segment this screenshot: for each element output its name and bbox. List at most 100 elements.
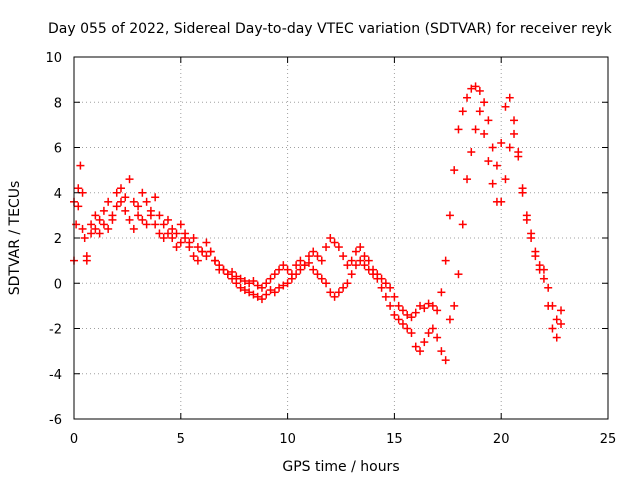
data-point bbox=[428, 324, 437, 333]
data-point bbox=[138, 188, 147, 197]
data-point bbox=[76, 161, 85, 170]
data-point bbox=[181, 234, 190, 242]
data-point bbox=[441, 356, 450, 365]
data-point bbox=[373, 274, 382, 283]
data-point bbox=[407, 329, 416, 338]
data-point bbox=[232, 272, 241, 281]
data-point bbox=[450, 166, 459, 175]
data-point bbox=[454, 125, 463, 134]
data-point bbox=[394, 301, 403, 310]
data-point bbox=[104, 224, 113, 233]
data-point bbox=[467, 148, 476, 157]
x-tick-label: 20 bbox=[493, 432, 510, 447]
data-point bbox=[304, 252, 313, 261]
data-point bbox=[95, 229, 104, 238]
data-point bbox=[245, 279, 254, 288]
data-point bbox=[510, 129, 519, 138]
data-point bbox=[398, 306, 407, 315]
data-point bbox=[176, 220, 185, 229]
data-point bbox=[484, 157, 493, 166]
data-point bbox=[240, 276, 249, 285]
data-point bbox=[522, 215, 531, 224]
data-point bbox=[296, 265, 305, 274]
data-point bbox=[505, 93, 514, 102]
data-point bbox=[262, 290, 271, 299]
data-point bbox=[87, 229, 96, 238]
data-point bbox=[505, 143, 514, 152]
data-point bbox=[437, 288, 446, 297]
data-point bbox=[159, 220, 168, 229]
data-point bbox=[339, 252, 348, 261]
y-tick-label: -2 bbox=[49, 323, 62, 338]
data-point bbox=[210, 256, 219, 265]
data-point bbox=[275, 265, 284, 274]
data-point bbox=[279, 261, 288, 270]
data-point bbox=[510, 116, 519, 125]
data-point bbox=[535, 265, 544, 274]
data-point bbox=[121, 206, 130, 215]
data-point bbox=[146, 211, 155, 220]
data-point bbox=[463, 93, 472, 102]
y-tick-label: -6 bbox=[49, 413, 62, 428]
data-point bbox=[309, 247, 318, 256]
x-tick-label: 15 bbox=[386, 432, 403, 447]
y-tick-label: 0 bbox=[54, 277, 62, 292]
data-point bbox=[539, 274, 548, 283]
data-point bbox=[356, 256, 365, 265]
data-point bbox=[548, 324, 557, 333]
data-point bbox=[313, 252, 322, 261]
data-point bbox=[364, 265, 373, 274]
grid bbox=[74, 57, 608, 419]
data-point bbox=[125, 175, 134, 184]
data-point bbox=[390, 292, 399, 301]
data-point bbox=[240, 286, 249, 295]
data-point bbox=[411, 308, 420, 317]
data-point bbox=[386, 283, 395, 292]
data-point bbox=[287, 274, 296, 283]
data-point bbox=[129, 224, 138, 233]
data-point bbox=[78, 224, 87, 233]
data-point bbox=[467, 84, 476, 93]
data-point bbox=[202, 238, 211, 247]
data-point bbox=[411, 342, 420, 351]
data-point bbox=[480, 98, 489, 107]
data-point bbox=[381, 292, 390, 301]
data-point bbox=[339, 283, 348, 292]
data-point bbox=[292, 261, 301, 270]
data-point bbox=[292, 270, 301, 279]
data-point bbox=[407, 313, 416, 322]
data-point bbox=[424, 299, 433, 308]
data-point bbox=[283, 265, 292, 274]
data-point bbox=[193, 256, 202, 265]
series-trace-b bbox=[70, 107, 566, 365]
data-point bbox=[497, 138, 506, 147]
data-point bbox=[343, 279, 352, 288]
data-point bbox=[172, 229, 181, 238]
data-point bbox=[480, 129, 489, 138]
data-point bbox=[134, 211, 143, 220]
data-point bbox=[198, 247, 207, 256]
data-point bbox=[91, 211, 100, 220]
data-point bbox=[518, 188, 527, 197]
data-point bbox=[437, 347, 446, 356]
data-point bbox=[386, 301, 395, 310]
data-point bbox=[369, 270, 378, 279]
data-point bbox=[168, 234, 177, 242]
data-point bbox=[266, 274, 275, 283]
data-point bbox=[193, 243, 202, 252]
data-point bbox=[99, 220, 108, 229]
data-point bbox=[189, 252, 198, 261]
data-point bbox=[351, 261, 360, 270]
data-point bbox=[112, 202, 121, 211]
data-point bbox=[557, 319, 566, 328]
data-point bbox=[142, 220, 151, 229]
data-point bbox=[356, 243, 365, 252]
data-point bbox=[125, 215, 134, 224]
data-point bbox=[270, 288, 279, 297]
data-point bbox=[381, 279, 390, 288]
ticks: 0 5 10 15 20 25 -6 -4 -2 0 2 4 6 8 10 bbox=[45, 51, 616, 447]
data-point bbox=[270, 270, 279, 279]
data-point bbox=[557, 306, 566, 315]
data-point bbox=[202, 252, 211, 261]
data-point bbox=[514, 152, 523, 161]
